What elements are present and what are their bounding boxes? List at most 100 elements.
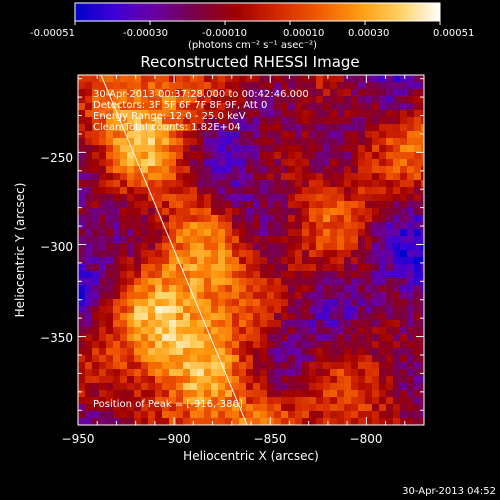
heatmap-cell bbox=[316, 299, 324, 307]
heatmap-cell bbox=[127, 110, 135, 118]
heatmap-cell bbox=[218, 411, 226, 419]
heatmap-cell bbox=[295, 271, 303, 279]
heatmap-cell bbox=[344, 173, 352, 181]
heatmap-cell bbox=[337, 159, 345, 167]
heatmap-cell bbox=[148, 145, 156, 153]
heatmap-cell bbox=[106, 82, 114, 90]
heatmap-cell bbox=[344, 236, 352, 244]
heatmap-cell bbox=[407, 243, 415, 251]
heatmap-cell bbox=[414, 187, 422, 195]
heatmap-cell bbox=[176, 229, 184, 237]
heatmap-cell bbox=[288, 110, 296, 118]
heatmap-cell bbox=[379, 327, 387, 335]
heatmap-cell bbox=[204, 131, 212, 139]
heatmap-cell bbox=[169, 257, 177, 265]
heatmap-cell bbox=[344, 96, 352, 104]
heatmap-cell bbox=[260, 236, 268, 244]
heatmap-cell bbox=[365, 124, 373, 132]
heatmap-cell bbox=[309, 411, 317, 419]
heatmap-cell bbox=[197, 75, 205, 83]
heatmap-cell bbox=[379, 355, 387, 363]
heatmap-cell bbox=[190, 138, 198, 146]
heatmap-cell bbox=[379, 124, 387, 132]
heatmap-cell bbox=[288, 334, 296, 342]
heatmap-cell bbox=[351, 159, 359, 167]
heatmap-cell bbox=[204, 89, 212, 97]
heatmap-cell bbox=[421, 159, 424, 167]
heatmap-cell bbox=[183, 222, 191, 230]
heatmap-cell bbox=[274, 369, 282, 377]
heatmap-cell bbox=[260, 222, 268, 230]
heatmap-cell bbox=[120, 320, 128, 328]
heatmap-cell bbox=[288, 362, 296, 370]
heatmap-cell bbox=[120, 201, 128, 209]
heatmap-cell bbox=[407, 131, 415, 139]
heatmap-cell bbox=[218, 110, 226, 118]
heatmap-cell bbox=[204, 215, 212, 223]
heatmap-cell bbox=[281, 229, 289, 237]
heatmap-cell bbox=[274, 334, 282, 342]
heatmap-cell bbox=[106, 320, 114, 328]
heatmap-cell bbox=[197, 180, 205, 188]
heatmap-cell bbox=[274, 355, 282, 363]
heatmap-cell bbox=[281, 208, 289, 216]
heatmap-cell bbox=[267, 96, 275, 104]
heatmap-cell bbox=[211, 222, 219, 230]
heatmap-cell bbox=[239, 75, 247, 83]
heatmap-cell bbox=[267, 82, 275, 90]
heatmap-cell bbox=[358, 411, 366, 419]
heatmap-cell bbox=[421, 355, 424, 363]
heatmap-cell bbox=[211, 103, 219, 111]
heatmap-cell bbox=[253, 180, 261, 188]
x-tick-label-0: −950 bbox=[62, 432, 95, 446]
heatmap-cell bbox=[281, 236, 289, 244]
heatmap-cell bbox=[204, 124, 212, 132]
heatmap-cell bbox=[218, 222, 226, 230]
heatmap-cell bbox=[239, 201, 247, 209]
heatmap-cell bbox=[337, 299, 345, 307]
heatmap-cell bbox=[106, 341, 114, 349]
heatmap-cell bbox=[379, 194, 387, 202]
heatmap-cell bbox=[183, 145, 191, 153]
heatmap-cell bbox=[134, 124, 142, 132]
heatmap-cell bbox=[183, 418, 191, 425]
heatmap-cell bbox=[169, 348, 177, 356]
heatmap-cell bbox=[358, 159, 366, 167]
heatmap-cell bbox=[183, 327, 191, 335]
heatmap-cell bbox=[113, 348, 121, 356]
heatmap-cell bbox=[127, 341, 135, 349]
heatmap-cell bbox=[120, 103, 128, 111]
heatmap-cell bbox=[323, 320, 331, 328]
heatmap-cell bbox=[309, 250, 317, 258]
heatmap-cell bbox=[351, 320, 359, 328]
heatmap-cell bbox=[211, 180, 219, 188]
heatmap-cell bbox=[211, 355, 219, 363]
heatmap-cell bbox=[211, 299, 219, 307]
heatmap-cell bbox=[211, 187, 219, 195]
heatmap-cell bbox=[365, 138, 373, 146]
heatmap-cell bbox=[246, 320, 254, 328]
heatmap-cell bbox=[386, 117, 394, 125]
heatmap-cell bbox=[260, 215, 268, 223]
heatmap-cell bbox=[316, 152, 324, 160]
heatmap-cell bbox=[218, 194, 226, 202]
heatmap-cell bbox=[372, 355, 380, 363]
heatmap-cell bbox=[365, 411, 373, 419]
heatmap-cell bbox=[162, 173, 170, 181]
heatmap-cell bbox=[162, 278, 170, 286]
heatmap-cell bbox=[92, 152, 100, 160]
heatmap-cell bbox=[414, 201, 422, 209]
heatmap-cell bbox=[281, 299, 289, 307]
heatmap-cell bbox=[386, 82, 394, 90]
heatmap-cell bbox=[218, 145, 226, 153]
heatmap-cell bbox=[211, 236, 219, 244]
heatmap-cell bbox=[155, 278, 163, 286]
heatmap-cell bbox=[295, 257, 303, 265]
heatmap-cell bbox=[78, 250, 86, 258]
heatmap-cell bbox=[127, 117, 135, 125]
heatmap-cell bbox=[288, 89, 296, 97]
heatmap-cell bbox=[176, 243, 184, 251]
heatmap-cell bbox=[337, 313, 345, 321]
heatmap-cell bbox=[344, 334, 352, 342]
heatmap-cell bbox=[295, 278, 303, 286]
